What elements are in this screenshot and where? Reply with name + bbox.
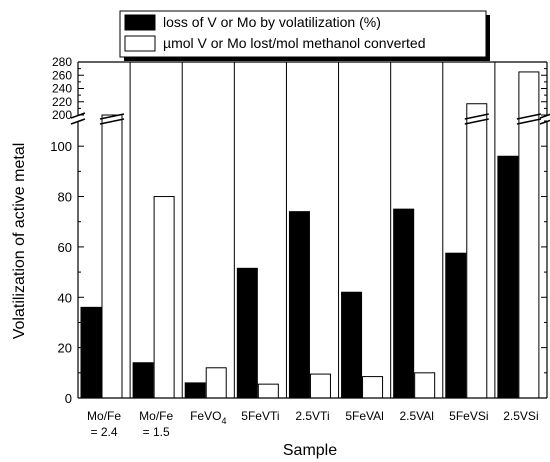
legend-label-volatilization-loss: loss of V or Mo by volatilization (%) bbox=[163, 14, 381, 30]
x-tick-label: 5FeVTi bbox=[241, 409, 279, 423]
y-tick-label: 260 bbox=[52, 68, 72, 82]
x-tick-label: FeVO4 bbox=[190, 409, 226, 426]
bar-break-gap bbox=[468, 118, 486, 119]
bar-volatilization-loss bbox=[132, 362, 154, 399]
bar-umol-lost bbox=[309, 373, 331, 399]
bar-volatilization-loss bbox=[80, 306, 102, 399]
x-axis-title: Sample bbox=[283, 442, 337, 459]
x-tick-label: 2.5VTi bbox=[295, 409, 329, 423]
bar-volatilization-loss bbox=[236, 267, 258, 399]
bar-umol-lost bbox=[414, 372, 436, 399]
y-tick-label: 280 bbox=[52, 55, 72, 69]
bar-umol-lost bbox=[466, 103, 488, 399]
bar-break-mark bbox=[99, 118, 125, 125]
y-tick-label: 20 bbox=[58, 341, 72, 356]
bar-break-gap bbox=[103, 118, 121, 119]
bar-break-mark bbox=[464, 113, 489, 120]
x-tick-label: 5FeVAl bbox=[345, 409, 383, 423]
bar-break-mark bbox=[464, 118, 489, 125]
bar-volatilization-loss bbox=[341, 291, 363, 399]
x-tick-label: Mo/Fe = 2.4 bbox=[87, 409, 121, 439]
bar-volatilization-loss bbox=[184, 382, 206, 399]
y-tick-label: 60 bbox=[58, 240, 72, 255]
bar-break-gap bbox=[520, 118, 538, 119]
legend: loss of V or Mo by volatilization (%) µm… bbox=[119, 10, 490, 61]
y-tick-label: 240 bbox=[52, 82, 72, 96]
bar-break-mark bbox=[516, 118, 542, 125]
legend-label-umol-lost: µmol V or Mo lost/mol methanol converted bbox=[163, 35, 426, 51]
bar-volatilization-loss bbox=[497, 155, 519, 399]
y-tick-label: 80 bbox=[58, 190, 72, 205]
legend-box bbox=[119, 10, 487, 58]
bar-umol-lost bbox=[205, 367, 227, 399]
x-tick-label: 5FeVSi bbox=[449, 409, 488, 423]
y-tick-label: 220 bbox=[52, 95, 72, 109]
plot-area: Mo/Fe = 2.4 Mo/Fe = 1.5 FeVO4 5FeVTi 2.5VTi 5Fe… bbox=[50, 55, 550, 439]
y-tick-label: 200 bbox=[52, 108, 72, 122]
bar-volatilization-loss bbox=[445, 252, 467, 399]
y-tick-label: 40 bbox=[58, 290, 72, 305]
bar-umol-lost bbox=[153, 196, 175, 399]
x-tick-label: 2.5VAl bbox=[399, 409, 433, 423]
y-tick-label: 0 bbox=[65, 391, 72, 406]
y-tick-label: 100 bbox=[50, 139, 72, 154]
bar-break-mark bbox=[516, 113, 542, 120]
bar-umol-lost bbox=[257, 383, 279, 399]
legend-swatch-volatilization-loss bbox=[124, 14, 156, 31]
x-tick-label: Mo/Fe = 1.5 bbox=[139, 409, 173, 439]
bar-break-mark bbox=[99, 113, 125, 120]
bar-umol-lost bbox=[362, 376, 384, 399]
bar-volatilization-loss bbox=[288, 211, 310, 399]
bar-volatilization-loss bbox=[393, 208, 415, 399]
legend-swatch-umol-lost bbox=[124, 35, 156, 52]
x-tick-label: 2.5VSi bbox=[503, 409, 538, 423]
bar-umol-lost bbox=[101, 114, 123, 399]
y-axis-title: Volatilization of active metal bbox=[11, 143, 28, 340]
